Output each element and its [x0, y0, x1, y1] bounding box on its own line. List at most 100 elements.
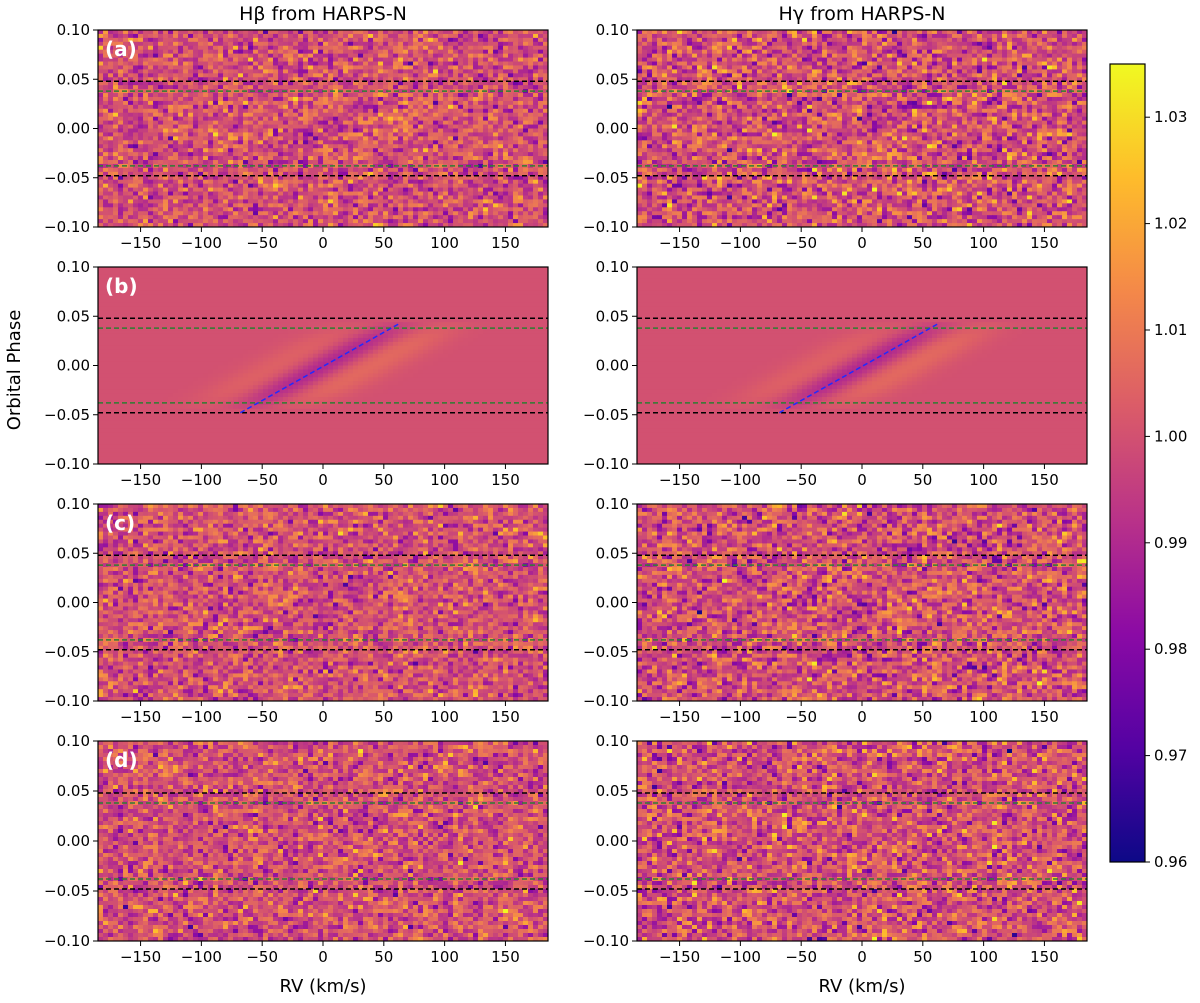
y-tick-label: −0.10: [44, 692, 90, 710]
panel-label: (c): [105, 511, 135, 535]
x-tick-label: −100: [720, 948, 761, 966]
y-tick-label: 0.10: [57, 732, 90, 750]
y-tick-label: 0.00: [596, 120, 629, 138]
y-tick-label: 0.05: [596, 307, 629, 325]
panel-model-1: −150 −100 −50 0 50 100 150 0.10 0.05 0.00 −0.05 −0.…: [583, 258, 1088, 489]
x-tick-label: 0: [318, 471, 328, 489]
x-tick-label: 0: [318, 708, 328, 726]
x-tick-label: 0: [318, 948, 328, 966]
y-tick-label: 0.00: [57, 357, 90, 375]
x-tick-label: −150: [659, 708, 700, 726]
x-tick-label: 50: [374, 471, 393, 489]
y-tick-label: −0.05: [44, 643, 90, 661]
x-tick-label: −150: [120, 948, 161, 966]
x-tick-label: 100: [430, 471, 459, 489]
x-tick-label: −50: [785, 948, 817, 966]
y-tick-label: 0.10: [57, 495, 90, 513]
x-tick-label: 100: [430, 708, 459, 726]
y-tick-label: −0.10: [44, 932, 90, 950]
y-tick-label: 0.10: [596, 258, 629, 276]
y-tick-label: 0.05: [57, 307, 90, 325]
y-tick-label: −0.10: [583, 218, 629, 236]
x-tick-label: 0: [857, 471, 867, 489]
x-tick-label: 0: [857, 708, 867, 726]
panel-label: (d): [105, 748, 138, 772]
x-tick-label: 100: [430, 234, 459, 252]
heatmap-cells: [637, 267, 1087, 464]
colorbar-tick-label: 0.96: [1154, 853, 1187, 871]
colorbar-tick-label: 1.03: [1154, 108, 1187, 126]
colorbar-tick-label: 1.00: [1154, 427, 1187, 445]
x-tick-label: 100: [430, 948, 459, 966]
x-tick-label: −50: [785, 708, 817, 726]
y-tick-label: 0.05: [596, 70, 629, 88]
x-tick-label: −50: [785, 234, 817, 252]
heatmap-cells: [637, 741, 1087, 941]
y-tick-label: 0.05: [596, 782, 629, 800]
y-tick-label: 0.10: [596, 21, 629, 39]
y-tick-label: 0.10: [57, 21, 90, 39]
panel-residual-1: −150 −100 −50 0 50 100 150 0.10 0.05 0.00 −0.05 −0.…: [583, 495, 1088, 726]
heatmap-cells: [98, 504, 548, 701]
x-tick-label: −150: [659, 234, 700, 252]
x-tick-label: −100: [720, 708, 761, 726]
x-axis-label-left: RV (km/s): [279, 976, 366, 997]
column-title-hgamma: Hγ from HARPS-N: [779, 3, 946, 25]
x-tick-label: −50: [246, 471, 278, 489]
x-tick-label: −100: [181, 708, 222, 726]
y-tick-label: −0.10: [583, 455, 629, 473]
colorbar-tick-label: 0.98: [1154, 640, 1187, 658]
y-tick-label: 0.10: [57, 258, 90, 276]
panel-label: (b): [105, 274, 138, 298]
x-tick-label: 150: [1030, 948, 1059, 966]
x-tick-label: 150: [491, 948, 520, 966]
y-tick-label: 0.00: [596, 594, 629, 612]
x-tick-label: −150: [120, 471, 161, 489]
y-tick-label: 0.05: [57, 782, 90, 800]
y-tick-label: 0.00: [57, 832, 90, 850]
colorbar-tick-label: 0.99: [1154, 534, 1187, 552]
panel-residual-0: −150 −100 −50 0 50 100 150 0.10 0.05 0.00 −0.05 −0.…: [44, 732, 549, 966]
y-tick-label: 0.00: [57, 594, 90, 612]
y-tick-label: −0.10: [583, 692, 629, 710]
x-tick-label: 150: [491, 234, 520, 252]
y-tick-label: −0.05: [44, 169, 90, 187]
model-trail-line: [239, 323, 399, 414]
x-tick-label: 100: [969, 234, 998, 252]
y-tick-label: 0.05: [57, 70, 90, 88]
panel-observed-1: −150 −100 −50 0 50 100 150 0.10 0.05 0.00 −0.05 −0.…: [583, 21, 1088, 252]
y-tick-label: −0.05: [44, 882, 90, 900]
heatmap-cells: [98, 30, 548, 227]
y-tick-label: −0.10: [44, 455, 90, 473]
x-tick-label: −100: [181, 234, 222, 252]
panels: −150 −100 −50 0 50 100 150 0.10 0.05 0.00 −0.05 −0.…: [44, 21, 1088, 966]
heatmap-cells: [98, 267, 548, 464]
y-tick-label: −0.05: [44, 406, 90, 424]
y-tick-label: 0.10: [596, 732, 629, 750]
x-tick-label: −150: [659, 471, 700, 489]
x-tick-label: 50: [913, 471, 932, 489]
x-tick-label: −50: [785, 471, 817, 489]
heatmap-cells: [637, 30, 1087, 227]
x-tick-label: 0: [318, 234, 328, 252]
x-tick-label: 150: [1030, 708, 1059, 726]
panel-residual-1: −150 −100 −50 0 50 100 150 0.10 0.05 0.00 −0.05 −0.…: [583, 732, 1088, 966]
model-trail-line: [778, 323, 938, 414]
x-tick-label: 150: [1030, 234, 1059, 252]
colorbar-gradient: [1109, 63, 1146, 863]
x-tick-label: −150: [659, 948, 700, 966]
x-tick-label: 150: [491, 708, 520, 726]
colorbar-tick-label: 1.02: [1154, 215, 1187, 233]
x-tick-label: 50: [374, 234, 393, 252]
x-tick-label: 150: [1030, 471, 1059, 489]
x-tick-label: −150: [120, 708, 161, 726]
colorbar: 1.03 1.02 1.01 1.00 0.99 0.98 0.97 0.96: [1109, 63, 1187, 871]
colorbar-tick-label: 0.97: [1154, 747, 1187, 765]
y-tick-label: −0.05: [583, 643, 629, 661]
x-tick-label: 100: [969, 948, 998, 966]
x-tick-label: −50: [246, 234, 278, 252]
panel-label: (a): [105, 37, 137, 61]
x-tick-label: 50: [374, 948, 393, 966]
y-tick-label: 0.10: [596, 495, 629, 513]
